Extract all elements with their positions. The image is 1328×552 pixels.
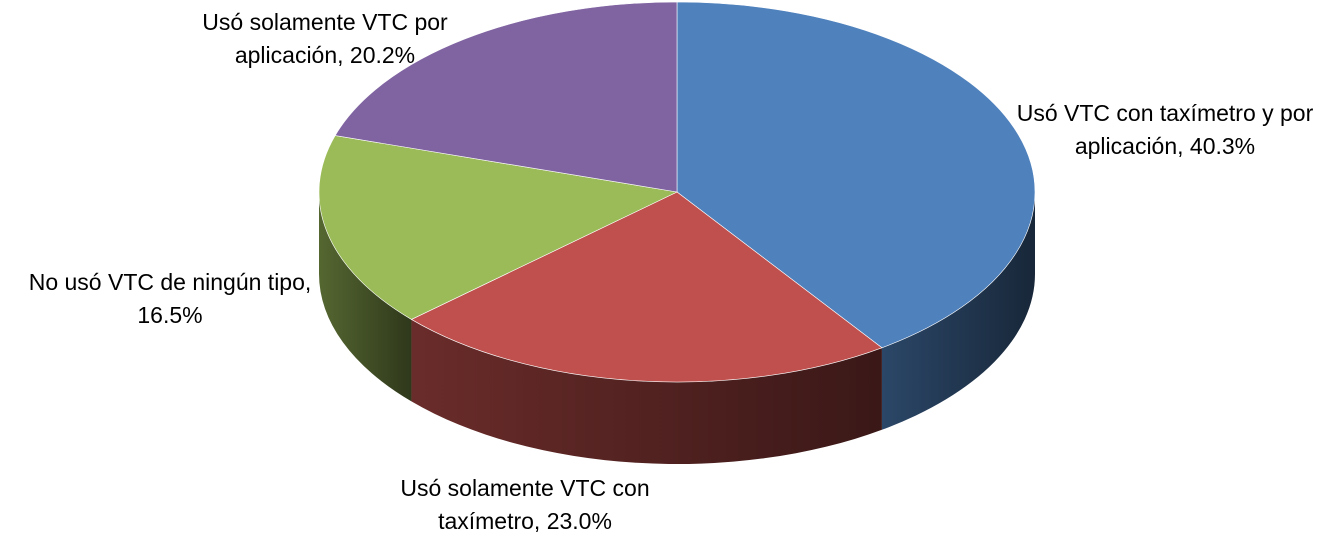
data-label: Usó VTC con taxímetro y por aplicación, … <box>1016 100 1314 159</box>
slice-side <box>319 192 412 402</box>
slice <box>410 191 883 383</box>
slice <box>334 1 678 193</box>
slice-side <box>411 319 882 464</box>
data-label: Usó solamente VTC por aplicación, 20.2% <box>202 9 448 68</box>
slice-side <box>881 192 1035 430</box>
slice <box>318 135 678 320</box>
data-label: Usó solamente VTC con taxímetro, 23.0% <box>400 475 650 534</box>
data-label: No usó VTC de ningún tipo, 16.5% <box>28 269 312 328</box>
slice <box>676 1 1036 349</box>
